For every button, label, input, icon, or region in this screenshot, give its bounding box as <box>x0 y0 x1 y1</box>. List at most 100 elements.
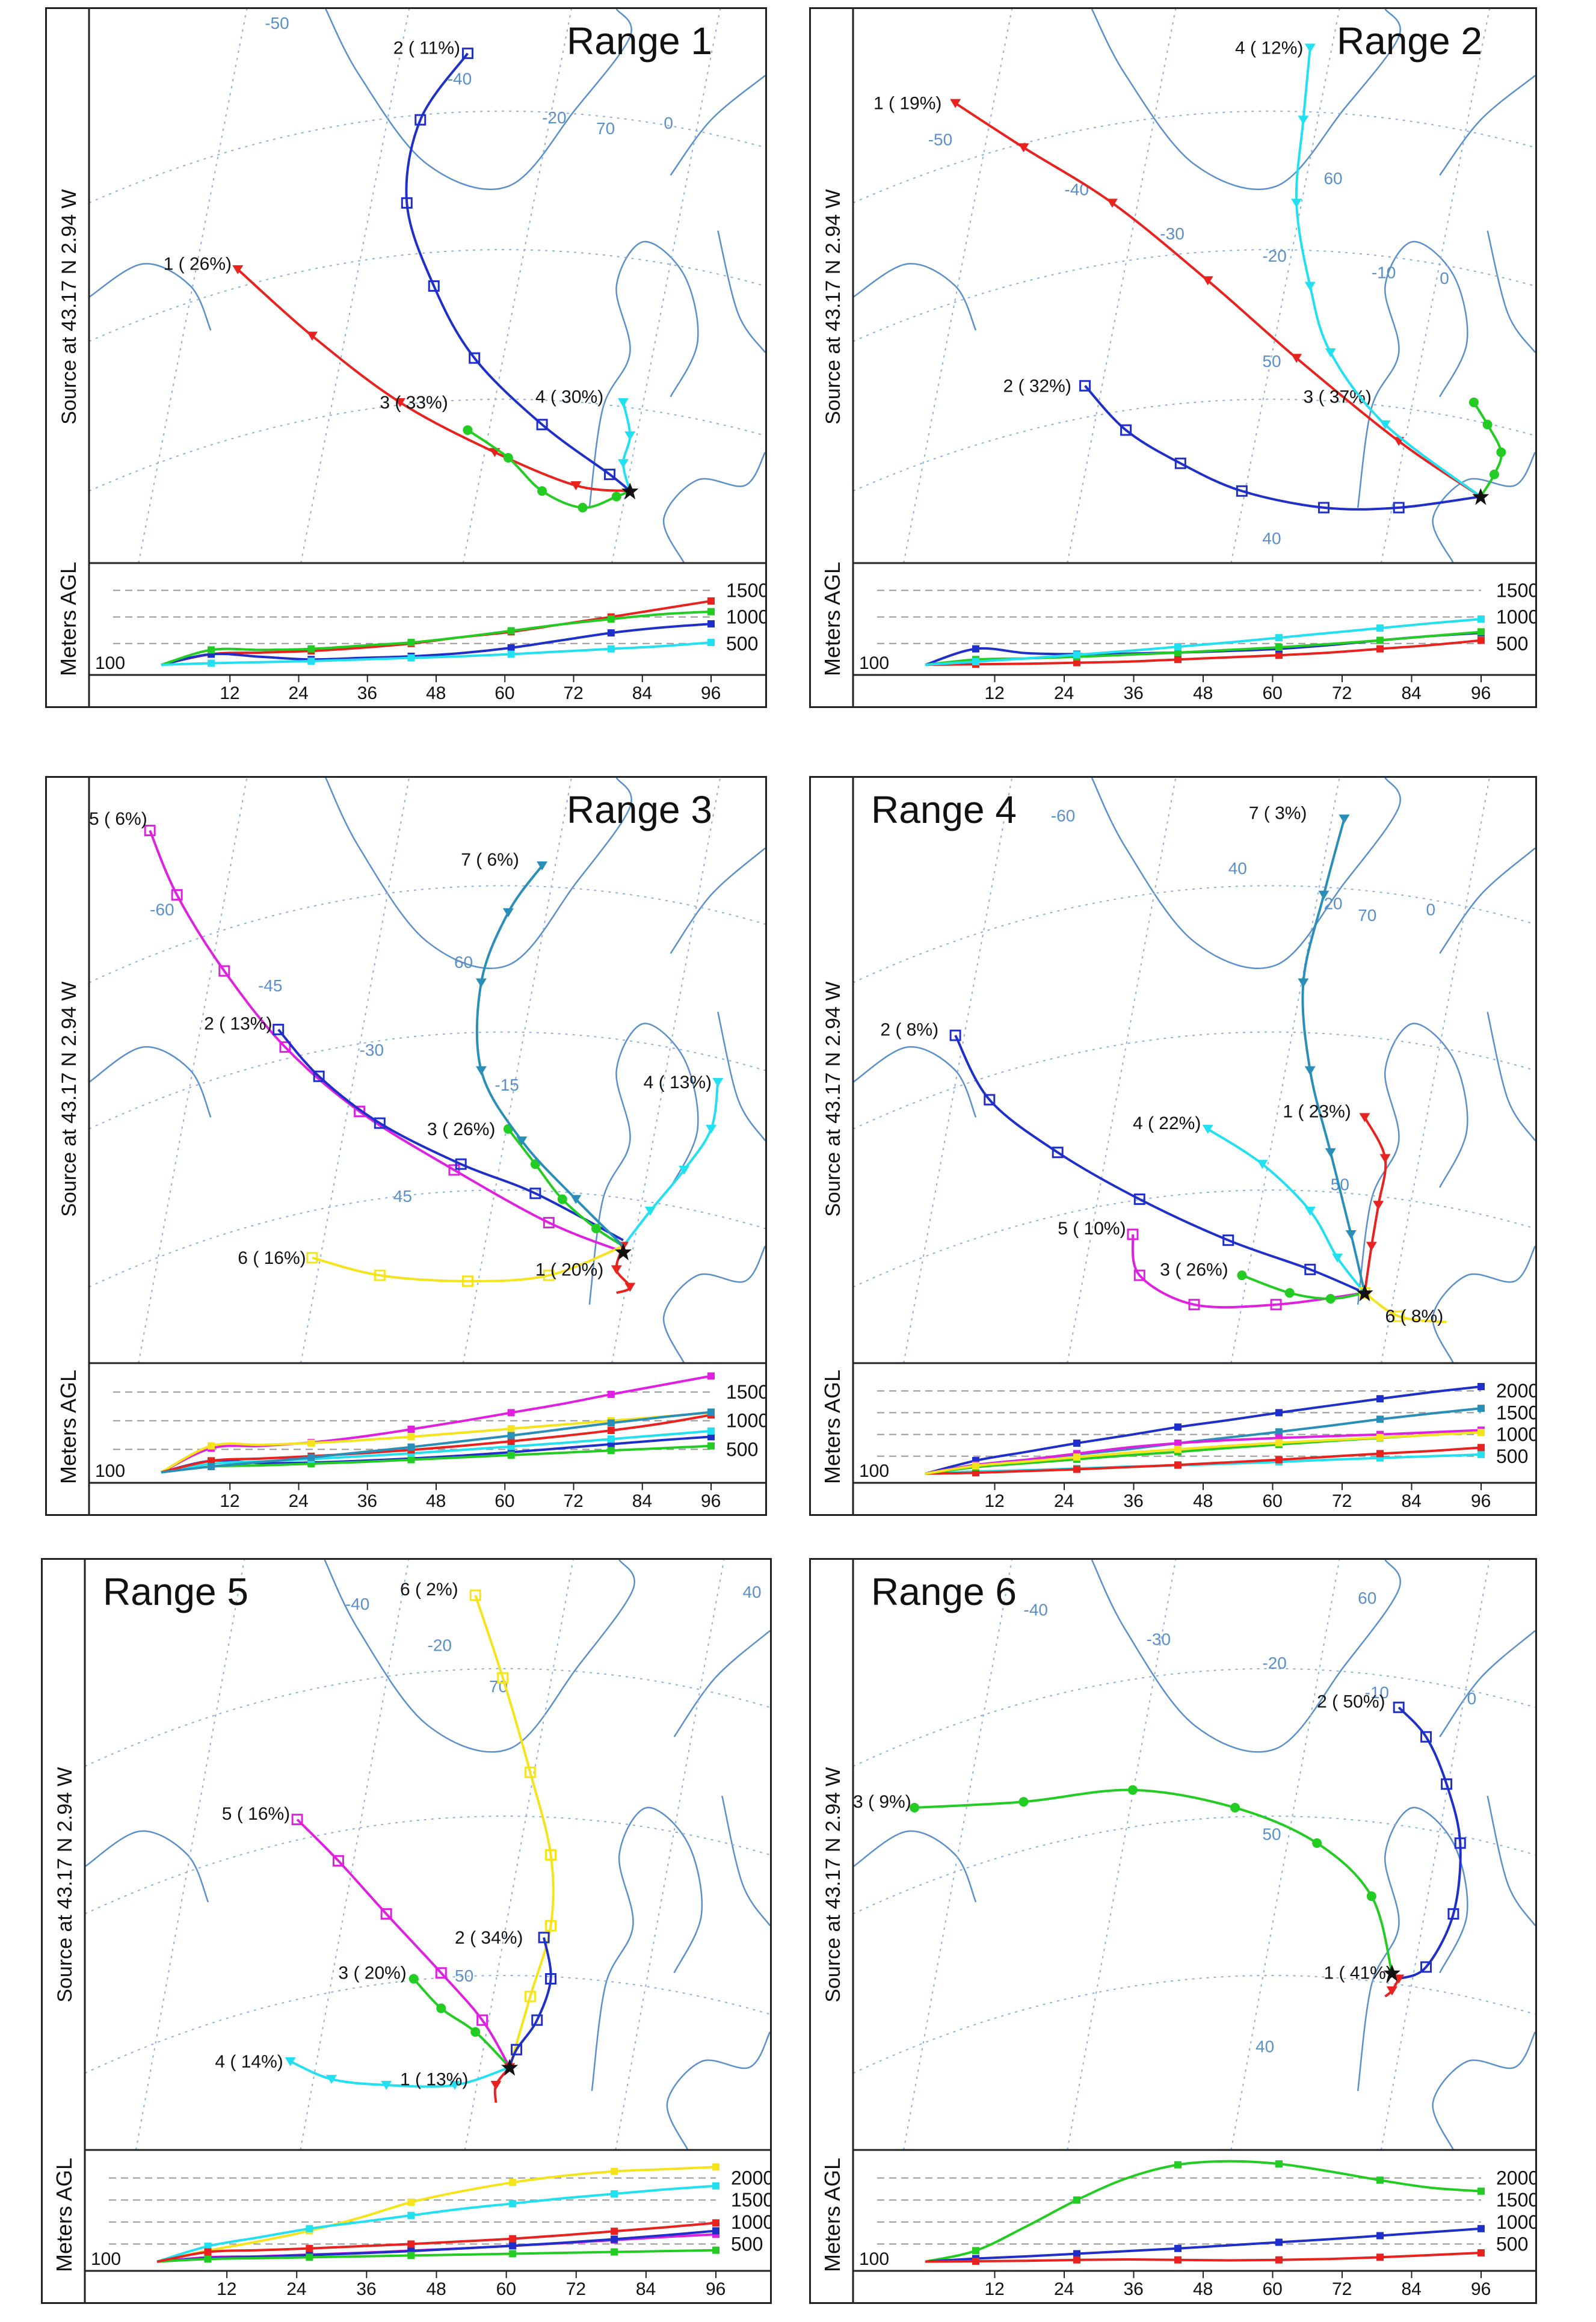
longitude-gridline <box>1230 778 1340 1364</box>
time-tick-label: 48 <box>1193 1491 1213 1511</box>
trajectory-marker <box>617 459 629 469</box>
height-profile-marker <box>1073 2196 1080 2204</box>
time-tick-label: 84 <box>1402 683 1422 703</box>
map-area <box>89 9 765 563</box>
trajectory-marker <box>1222 1234 1234 1246</box>
height-tick-label: 2000 <box>1496 1380 1535 1402</box>
time-tick-label: 36 <box>1124 683 1144 703</box>
trajectory-cluster: 1 ( 19%) <box>873 94 1482 498</box>
trajectory-line <box>312 1245 624 1283</box>
trajectory-marker <box>1359 1113 1370 1123</box>
panel-title: Range 5 <box>103 1570 248 1613</box>
trajectory-label: 1 ( 13%) <box>400 2069 468 2089</box>
trajectory-marker <box>1454 1837 1466 1849</box>
latitude-gridline <box>852 1975 1535 2074</box>
coastline-layer <box>88 778 765 1364</box>
coastline-shape <box>1432 2031 1535 2151</box>
map-grid-label: -10 <box>1372 263 1396 282</box>
height-profile-marker <box>1477 1444 1485 1452</box>
height-profile-line <box>161 610 712 667</box>
height-profile-marker <box>712 2182 719 2190</box>
coastline-shape <box>1357 241 1468 508</box>
coastline-shape <box>324 1560 635 1753</box>
lat-lon-grid <box>88 778 765 1364</box>
trajectory-cluster: 1 ( 41%) <box>1323 1963 1405 1998</box>
height-profile-line <box>925 2252 1482 2263</box>
panel-title: Range 4 <box>871 788 1017 831</box>
longitude-gridline <box>1230 1560 1340 2151</box>
time-tick-label: 72 <box>1332 1491 1352 1511</box>
trajectory-marker <box>414 114 427 126</box>
longitude-gridline <box>1380 1560 1490 2151</box>
map-grid-label: 40 <box>1256 2037 1274 2056</box>
map-y-axis-label: Source at 43.17 N 2.94 W <box>58 982 81 1217</box>
trajectory-marker <box>538 1932 550 1944</box>
coastline-shape <box>1091 9 1401 191</box>
map-grid-label: 50 <box>455 1966 473 1985</box>
trajectory-cluster: 2 ( 13%) <box>204 1014 624 1242</box>
coastline-layer <box>852 9 1535 564</box>
source-star-icon <box>1383 1964 1400 1982</box>
trajectory-cluster: 3 ( 26%) <box>1160 1260 1365 1304</box>
trajectory-marker <box>374 1117 386 1129</box>
height-profile-marker <box>712 2246 719 2254</box>
trajectory-label: 4 ( 30%) <box>535 387 603 407</box>
map-grid-label: 60 <box>1323 169 1342 188</box>
trajectory-cluster: 2 ( 11%) <box>393 38 631 492</box>
height-profile-marker <box>208 1462 215 1470</box>
trajectory-marker <box>313 1070 325 1082</box>
trajectory-marker <box>1018 143 1029 153</box>
trajectory-label: 4 ( 14%) <box>215 2052 283 2072</box>
trajectory-cluster: 2 ( 34%) <box>455 1928 557 2068</box>
longitude-gridline <box>464 1560 574 2151</box>
trajectory-marker <box>617 398 629 407</box>
height-profile-marker <box>1376 2253 1384 2261</box>
trajectory-cluster: 5 ( 10%) <box>1058 1219 1365 1311</box>
time-tick-label: 72 <box>564 1491 584 1511</box>
height-tick-label: 1000 <box>1496 2211 1535 2233</box>
longitude-gridline <box>135 1560 245 2151</box>
time-tick-label: 24 <box>286 2279 306 2299</box>
trajectory-marker <box>449 2081 461 2090</box>
source-star-icon <box>1356 1284 1373 1302</box>
coastline-shape <box>1357 1806 1468 2092</box>
time-tick-label: 12 <box>985 2279 1005 2299</box>
height-profile-marker <box>1073 2256 1080 2264</box>
trajectory-marker <box>591 1224 601 1234</box>
trajectory-marker <box>475 978 487 988</box>
height-profile-marker <box>1477 1405 1485 1412</box>
longitude-gridline <box>1380 9 1490 564</box>
time-tick-label: 24 <box>1054 683 1074 703</box>
trajectory-marker <box>1325 1293 1336 1304</box>
latitude-gridline <box>852 1815 1535 1915</box>
longitude-gridline <box>300 1560 410 2151</box>
trajectory-marker <box>1339 815 1350 824</box>
height-profile-marker <box>607 615 615 623</box>
trajectory-line <box>296 1818 511 2068</box>
latitude-gridline <box>852 249 1535 342</box>
trajectory-marker <box>524 1766 536 1778</box>
map-grid-label: -60 <box>1051 807 1075 825</box>
height-profile-marker <box>1073 2250 1080 2258</box>
map-grid-label: -40 <box>1024 1601 1048 1619</box>
coastline-shape <box>673 1630 770 1738</box>
trajectory-line <box>1364 1292 1447 1323</box>
trajectory-cluster: 5 ( 16%) <box>222 1804 511 2068</box>
height-y-axis-label: Meters AGL <box>52 2158 76 2272</box>
trajectory-marker <box>428 280 440 292</box>
height-profile-marker <box>1275 1456 1283 1464</box>
trajectory-marker <box>511 2043 523 2056</box>
coastline-shape <box>852 263 977 331</box>
height-profile-marker <box>407 1443 415 1451</box>
coastline-shape <box>1487 230 1535 353</box>
coastline-shape <box>1487 1796 1535 1926</box>
trajectory-marker <box>1202 1124 1213 1134</box>
trajectory-marker <box>463 425 473 435</box>
trajectory-label: 3 ( 20%) <box>338 1963 406 1983</box>
height-profile-marker <box>972 1469 979 1477</box>
height-profile-marker <box>607 1435 615 1443</box>
map-grid-label: 0 <box>1426 900 1436 919</box>
height-profile-marker <box>407 2240 415 2248</box>
height-profile-line <box>156 2249 716 2263</box>
trajectory-label: 3 ( 9%) <box>853 1792 911 1812</box>
